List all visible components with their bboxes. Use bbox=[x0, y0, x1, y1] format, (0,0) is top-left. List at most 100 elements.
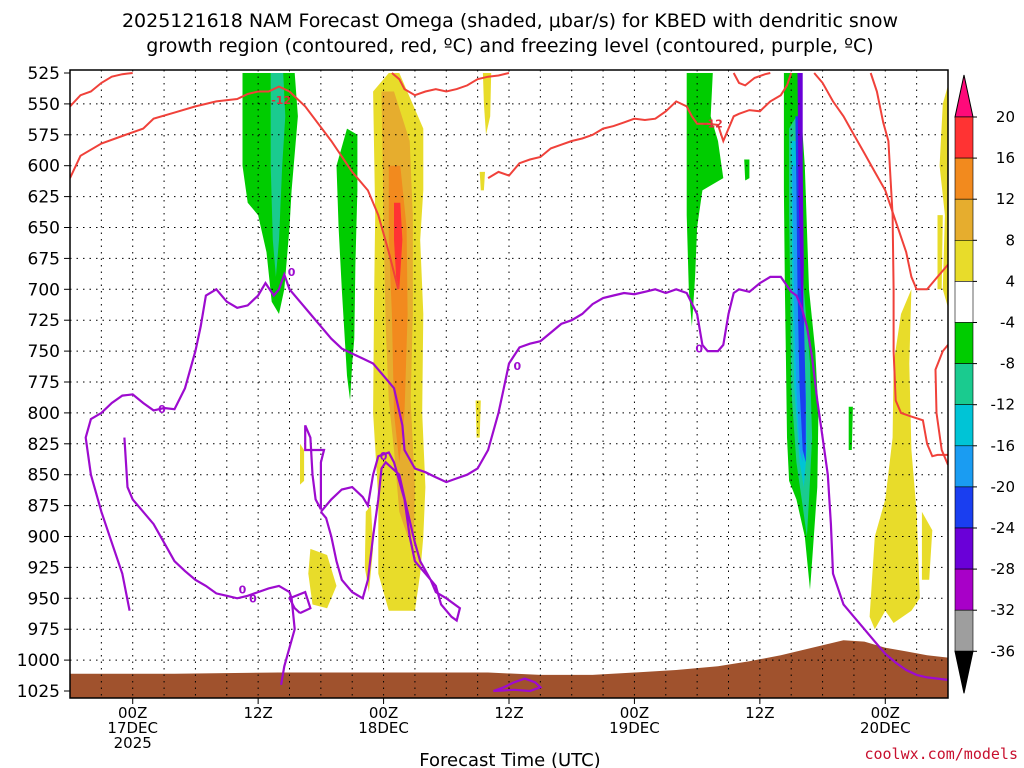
freezing-contour-5 bbox=[492, 677, 543, 693]
y-tick-label: 875 bbox=[28, 497, 60, 517]
freezing-contour-label: 0 bbox=[158, 403, 166, 416]
y-tick-label: 525 bbox=[28, 64, 60, 84]
dgz-contour-label: -12 bbox=[703, 118, 723, 131]
dgz-contour-2 bbox=[391, 72, 510, 97]
freezing-contour-label: 0 bbox=[380, 450, 388, 463]
y-axis-ticks: 525 550 575 600 625 650 675 700 725 750 775 800 825 8… bbox=[17, 64, 70, 702]
colorbar: 20 16 12 8 4 -4 -8 -12 -16 -20 -24 -28 -32 -36 bbox=[954, 74, 1016, 694]
x-tick-label: 18DEC bbox=[358, 719, 409, 737]
colorbar-bin bbox=[954, 486, 974, 529]
x-tick-label: 00Z bbox=[118, 704, 147, 722]
colorbar-bin bbox=[954, 609, 974, 652]
colorbar-tick-label: -16 bbox=[991, 437, 1016, 455]
freezing-contour-3 bbox=[304, 424, 326, 510]
y-tick-label: 600 bbox=[28, 157, 60, 177]
omega-region-14 bbox=[937, 215, 943, 290]
colorbar-tick-label: 20 bbox=[996, 108, 1015, 126]
x-tick-label: 12Z bbox=[494, 704, 523, 722]
freezing-contour-label: 0 bbox=[239, 584, 247, 597]
colorbar-tick-label: -24 bbox=[991, 519, 1016, 537]
colorbar-bin bbox=[954, 157, 974, 200]
y-tick-label: 925 bbox=[28, 558, 60, 578]
colorbar-bin bbox=[954, 527, 974, 570]
colorbar-bin bbox=[954, 363, 974, 406]
colorbar-tick-label: -32 bbox=[991, 601, 1016, 619]
omega-region-15 bbox=[869, 289, 920, 630]
x-tick-label: 00Z bbox=[620, 704, 649, 722]
dgz-contour-7 bbox=[934, 344, 948, 466]
credit-text: coolwx.com/models bbox=[864, 745, 1018, 763]
omega-region-11 bbox=[479, 171, 485, 191]
colorbar-tick-label: 8 bbox=[1005, 231, 1015, 249]
colorbar-bin bbox=[954, 322, 974, 364]
freezing-contour-4 bbox=[320, 451, 462, 623]
colorbar-bin bbox=[954, 116, 974, 159]
y-tick-label: 650 bbox=[28, 219, 60, 239]
y-tick-label: 850 bbox=[28, 466, 60, 486]
freezing-contour-label: 0 bbox=[695, 343, 703, 356]
y-tick-label: 675 bbox=[28, 249, 60, 269]
omega-region-24 bbox=[795, 116, 806, 463]
colorbar-tick-label: -36 bbox=[991, 642, 1016, 660]
freezing-contour-label: 0 bbox=[249, 592, 257, 605]
dgz-contour-6 bbox=[869, 72, 948, 458]
y-tick-label: 800 bbox=[28, 404, 60, 424]
colorbar-tick-label: -12 bbox=[991, 396, 1016, 414]
freezing-contour-2 bbox=[287, 590, 312, 615]
omega-region-19 bbox=[848, 406, 853, 450]
y-tick-label: 775 bbox=[28, 373, 60, 393]
colorbar-bin bbox=[954, 198, 974, 241]
y-tick-label: 900 bbox=[28, 528, 60, 548]
colorbar-over-arrow bbox=[954, 74, 974, 118]
dendritic-growth-contours: -12 -12 bbox=[70, 72, 948, 466]
omega-region-7 bbox=[308, 548, 337, 609]
omega-region-6 bbox=[394, 202, 403, 290]
omega-region-1 bbox=[270, 73, 286, 277]
title-line-2: growth region (contoured, red, ºC) and f… bbox=[146, 35, 873, 57]
omega-region-18 bbox=[744, 159, 750, 181]
dgz-contour-3 bbox=[487, 72, 793, 179]
y-tick-label: 725 bbox=[28, 311, 60, 331]
colorbar-tick-label: -28 bbox=[991, 560, 1016, 578]
freezing-contour-label: 0 bbox=[288, 266, 296, 279]
omega-region-16 bbox=[921, 511, 933, 580]
freezing-contour-0 bbox=[84, 271, 948, 681]
y-tick-label: 975 bbox=[28, 620, 60, 640]
title-line-1: 2025121618 NAM Forecast Omega (shaded, μ… bbox=[122, 10, 898, 32]
x-tick-label: 20DEC bbox=[860, 719, 911, 737]
y-tick-label: 575 bbox=[28, 126, 60, 146]
colorbar-bin bbox=[954, 281, 974, 323]
chart-title: 2025121618 NAM Forecast Omega (shaded, μ… bbox=[122, 10, 898, 57]
colorbar-tick-label: -4 bbox=[1000, 314, 1015, 332]
y-tick-label: 1000 bbox=[17, 651, 60, 671]
dgz-contour-5 bbox=[813, 72, 948, 291]
omega-region-25 bbox=[797, 73, 804, 327]
omega-region-8 bbox=[364, 505, 374, 593]
x-tick-label: 12Z bbox=[243, 704, 272, 722]
y-tick-label: 825 bbox=[28, 435, 60, 455]
freezing-contour-1 bbox=[123, 437, 296, 685]
dgz-contour-label: -12 bbox=[271, 94, 291, 107]
y-tick-label: 550 bbox=[28, 95, 60, 115]
omega-region-2 bbox=[336, 128, 358, 401]
x-tick-label: 12Z bbox=[745, 704, 774, 722]
colorbar-tick-label: 16 bbox=[996, 149, 1015, 167]
colorbar-tick-label: 4 bbox=[1005, 272, 1015, 290]
colorbar-bin bbox=[954, 240, 974, 282]
grid bbox=[70, 70, 948, 698]
y-tick-label: 1025 bbox=[17, 682, 60, 702]
terrain-polygon bbox=[70, 640, 948, 698]
y-tick-label: 700 bbox=[28, 280, 60, 300]
x-axis-label: Forecast Time (UTC) bbox=[419, 750, 600, 768]
dgz-contour-0 bbox=[70, 85, 400, 290]
x-tick-label: 00Z bbox=[871, 704, 900, 722]
y-tick-label: 950 bbox=[28, 589, 60, 609]
x-tick-label: 2025 bbox=[114, 734, 152, 752]
terrain-fill bbox=[70, 640, 948, 698]
dgz-contour-4 bbox=[732, 72, 771, 87]
colorbar-tick-label: -20 bbox=[991, 478, 1016, 496]
omega-region-12 bbox=[475, 400, 481, 438]
omega-region-17 bbox=[686, 73, 724, 327]
